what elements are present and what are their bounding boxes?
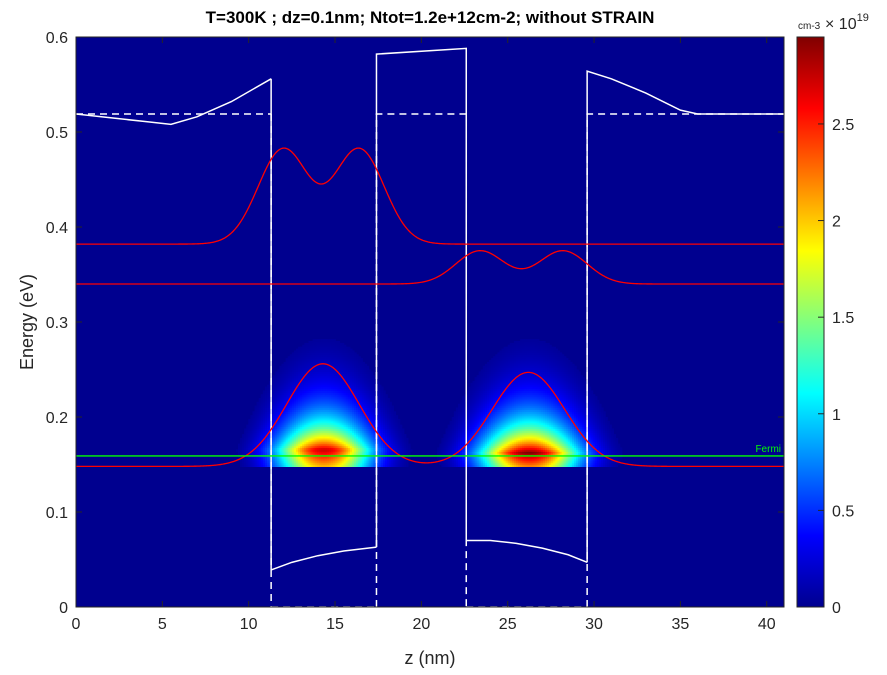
- y-axis-label: Energy (eV): [17, 274, 37, 370]
- colorbar-tick-label: 1.5: [832, 310, 854, 327]
- y-tick-label: 0.1: [46, 505, 68, 522]
- x-tick-label: 40: [758, 616, 776, 633]
- y-tick-label: 0.6: [46, 30, 68, 47]
- x-axis-label: z (nm): [405, 648, 456, 668]
- conduction-band-segment-5: [466, 539, 588, 564]
- y-tick-label: 0.5: [46, 125, 68, 142]
- colorbar-tick-label: 2: [832, 214, 841, 231]
- plot-background: [76, 37, 784, 607]
- colorbar-exponent-base: × 10: [825, 16, 857, 33]
- conduction-band-segment-1: [76, 78, 272, 126]
- x-tick-label: 5: [158, 616, 167, 633]
- y-tick-label: 0.3: [46, 315, 68, 332]
- colorbar-exponent-sup: 19: [857, 12, 869, 24]
- x-tick-label: 30: [585, 616, 603, 633]
- y-tick-label: 0.4: [46, 220, 68, 237]
- colorbar-exponent: × 1019: [825, 12, 869, 33]
- x-tick-label: 35: [671, 616, 689, 633]
- y-tick-label: 0: [59, 600, 68, 617]
- x-tick-label: 15: [326, 616, 344, 633]
- fermi-level-label: Fermi: [755, 444, 781, 455]
- colorbar-unit: cm-3: [798, 21, 821, 32]
- x-tick-label: 25: [499, 616, 517, 633]
- x-tick-label: 0: [72, 616, 81, 633]
- chart-title: T=300K ; dz=0.1nm; Ntot=1.2e+12cm-2; wit…: [206, 8, 655, 27]
- x-tick-label: 20: [412, 616, 430, 633]
- subband-2: [76, 250, 784, 285]
- colorbar-ticks: 0 0.5 1 1.5 2 2.5: [818, 117, 854, 617]
- conduction-band-segment-6: [586, 70, 784, 563]
- x-tick-label: 10: [240, 616, 258, 633]
- colorbar-tick-label: 0.5: [832, 503, 854, 520]
- conduction-band-segment-4: [375, 47, 468, 548]
- y-tick-label: 0.2: [46, 410, 68, 427]
- colorbar-tick-label: 0: [832, 600, 841, 617]
- colorbar: [796, 36, 825, 608]
- subband-1: [76, 363, 784, 468]
- y-axis: 0 0.1 0.2 0.3 0.4 0.5 0.6: [46, 30, 784, 617]
- density-heatmap: [235, 339, 623, 467]
- colorbar-tick-label: 1: [832, 407, 841, 424]
- band-curves: [76, 47, 784, 607]
- colorbar-tick-label: 2.5: [832, 117, 854, 134]
- subband-3: [76, 147, 784, 245]
- conduction-band-segment-3: [270, 546, 377, 571]
- x-axis: 0 5 10 15 20 25 30 35 40: [72, 37, 776, 633]
